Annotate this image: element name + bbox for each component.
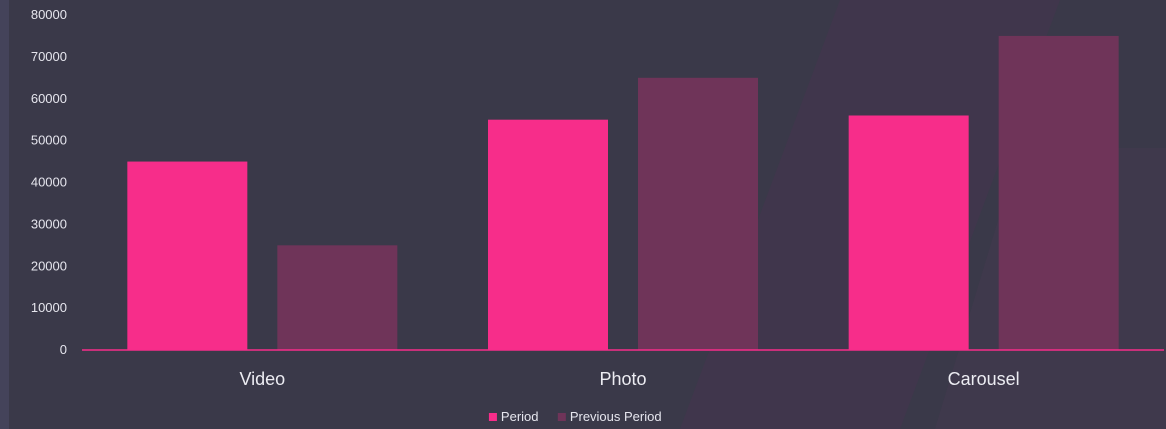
legend-label: Period [501, 409, 539, 424]
bar-period-photo [488, 119, 608, 350]
x-category-label: Photo [599, 369, 646, 389]
legend-swatch [488, 413, 497, 421]
legend-swatch [557, 413, 566, 421]
x-axis-labels: Video Photo Carousel [239, 369, 1019, 389]
bars-layer [127, 35, 1119, 350]
y-tick-label: 20000 [31, 258, 67, 273]
y-axis-ticks: 0 10000 20000 30000 40000 50000 60000 70000 8000… [31, 7, 67, 357]
y-tick-label: 0 [60, 342, 67, 357]
y-tick-label: 50000 [31, 133, 67, 148]
x-category-label: Carousel [948, 369, 1020, 389]
y-tick-label: 70000 [31, 49, 67, 64]
bar-previous-period-carousel [998, 35, 1119, 350]
bar-previous-period-photo [638, 77, 758, 350]
y-tick-label: 60000 [31, 91, 67, 106]
y-tick-label: 40000 [31, 175, 67, 190]
legend: Period Previous Period [488, 409, 662, 424]
y-tick-label: 80000 [31, 7, 67, 22]
bar-period-video [127, 161, 248, 350]
left-edge-strip [0, 0, 9, 429]
y-tick-label: 10000 [31, 300, 67, 315]
y-tick-label: 30000 [31, 216, 67, 231]
x-category-label: Video [239, 369, 285, 389]
bar-previous-period-video [277, 245, 398, 350]
bar-period-carousel [848, 115, 969, 350]
legend-label: Previous Period [570, 409, 662, 424]
